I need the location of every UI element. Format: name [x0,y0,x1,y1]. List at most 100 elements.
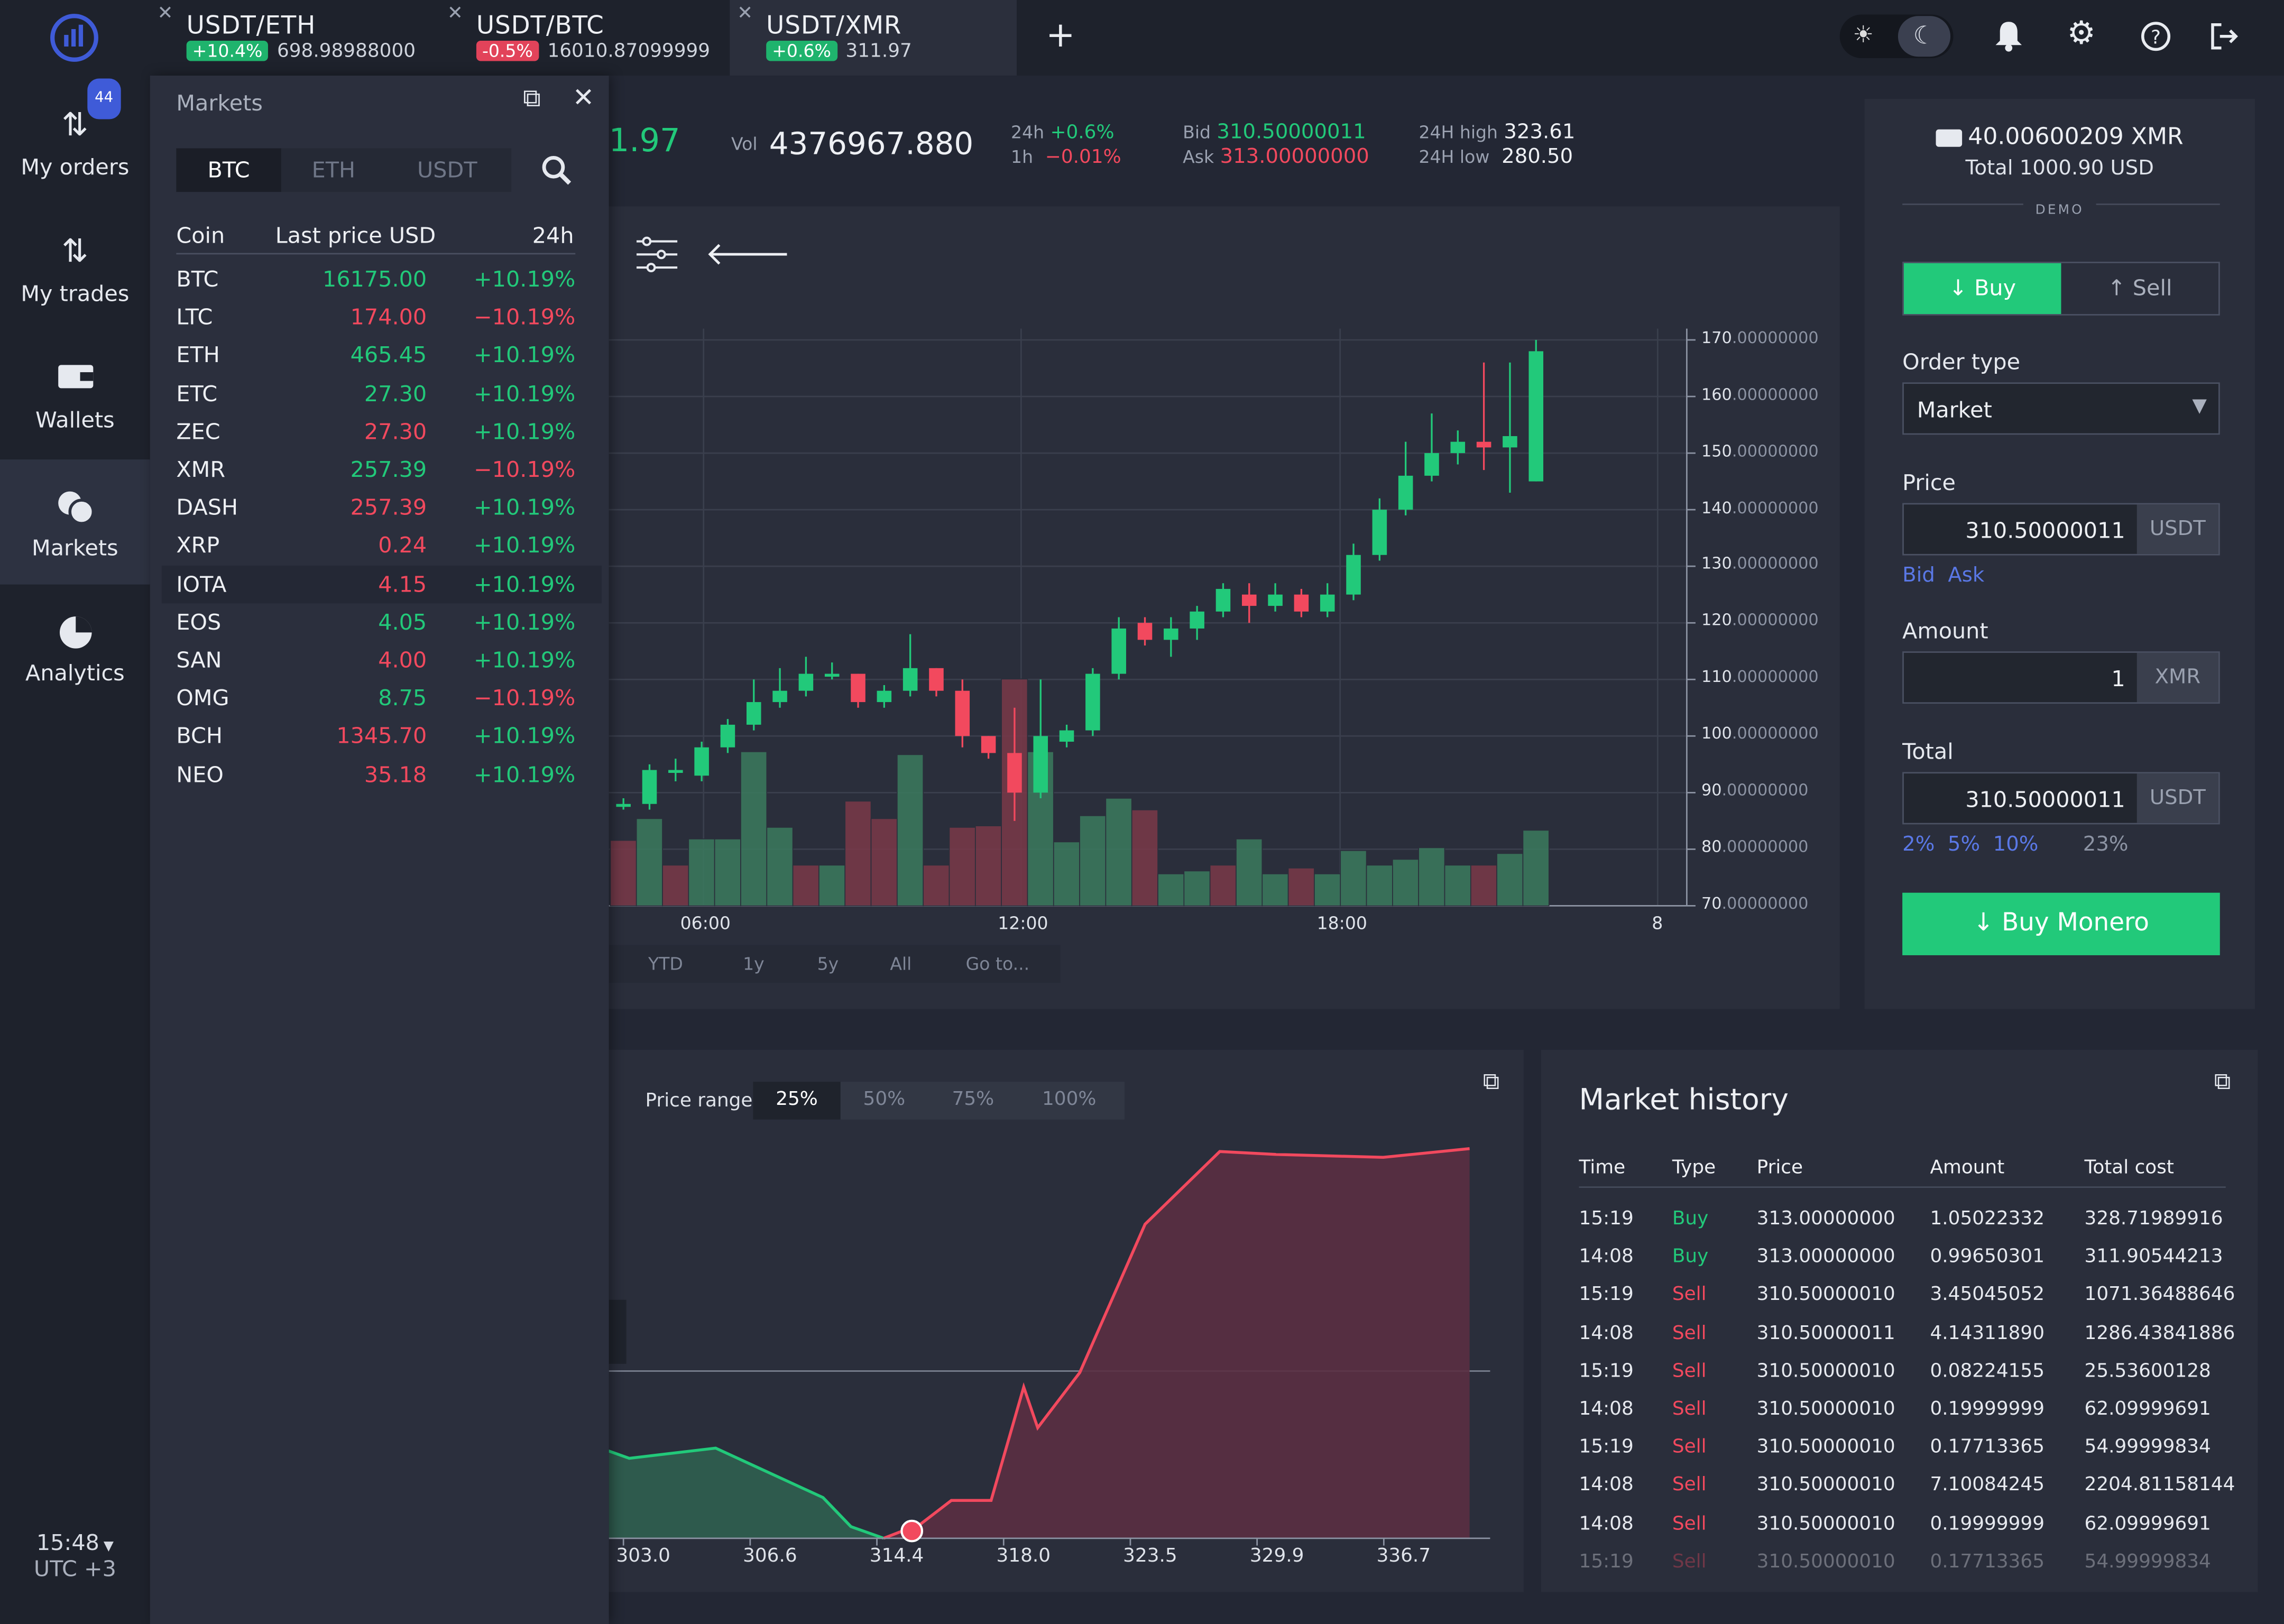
buy-tab[interactable]: ↓ Buy [1903,263,2061,315]
candle[interactable] [1059,730,1074,742]
candle[interactable] [1320,594,1335,612]
candle[interactable] [1476,441,1491,448]
candle[interactable] [1137,623,1153,640]
markets-header-price[interactable]: Last price USD [275,222,436,249]
close-icon[interactable]: ✕ [737,3,753,25]
history-header-cell[interactable]: Total cost [2084,1157,2174,1179]
close-icon[interactable]: ✕ [572,82,595,114]
market-row[interactable]: XRP 0.24 +10.19% [162,527,602,565]
theme-toggle[interactable]: ☀ ☾ [1839,14,1954,59]
market-row[interactable]: OMG 8.75 −10.19% [162,679,602,717]
sidebar-item-markets[interactable]: Markets [0,459,150,585]
history-header-cell[interactable]: Type [1672,1157,1716,1179]
clock[interactable]: 15:48 ▼ UTC +3 [0,1529,150,1582]
popout-icon[interactable]: ⧉ [1482,1067,1500,1095]
order-type-select[interactable]: Market ▼ [1902,382,2220,435]
market-row[interactable]: ETH 465.45 +10.19% [162,336,602,374]
candle[interactable] [772,690,787,703]
candle[interactable] [1424,453,1439,476]
candle[interactable] [1268,594,1283,606]
candle[interactable] [1294,594,1309,612]
bid-link[interactable]: Bid [1902,564,1935,588]
market-row[interactable]: DASH 257.39 +10.19% [162,489,602,527]
close-icon[interactable]: ✕ [447,3,463,25]
markets-tab-btc[interactable]: BTC [176,148,281,192]
candle[interactable] [694,747,709,776]
candle[interactable] [798,673,814,691]
market-row[interactable]: XMR 257.39 −10.19% [162,451,602,489]
candle[interactable] [1450,441,1466,454]
submit-order-button[interactable]: ↓ Buy Monero [1902,892,2220,955]
depth-chart[interactable] [609,1050,1524,1592]
range-goto[interactable]: Go to... [965,954,1030,974]
market-row[interactable]: EOS 4.05 +10.19% [162,603,602,641]
range-all[interactable]: All [890,954,912,974]
market-row[interactable]: LTC 174.00 −10.19% [162,298,602,336]
candle[interactable] [877,690,892,703]
candle[interactable] [668,770,683,773]
candle[interactable] [1398,475,1413,510]
range-1y[interactable]: 1y [743,954,765,974]
popout-icon[interactable]: ⧉ [523,84,541,114]
tab-usdt-xmr[interactable]: ✕ USDT/XMR +0.6% 311.97 [730,0,1017,76]
range-option-50[interactable]: 50% [863,1088,906,1111]
range-option-75[interactable]: 75% [952,1088,994,1111]
candle[interactable] [902,668,918,691]
candle[interactable] [929,668,944,691]
sell-tab[interactable]: ↑ Sell [2107,274,2172,301]
candle[interactable] [1033,736,1048,793]
candle[interactable] [720,724,735,748]
close-icon[interactable]: ✕ [157,3,173,25]
sidebar-item-my-trades[interactable]: ⇅ My trades [0,234,150,359]
popout-icon[interactable]: ⧉ [2214,1067,2231,1095]
sidebar-item-wallets[interactable]: Wallets [0,361,150,486]
candle[interactable] [1241,594,1257,606]
percent-2[interactable]: 2% [1902,833,1935,856]
total-input[interactable]: 310.50000011 USDT [1902,772,2220,825]
markets-header-coin[interactable]: Coin [176,222,225,249]
range-ytd[interactable]: YTD [648,954,683,974]
candle[interactable] [1503,436,1517,448]
tab-usdt-btc[interactable]: ✕ USDT/BTC -0.5% 16010.87099999 [440,0,727,76]
markets-tab-eth[interactable]: ETH [311,157,356,183]
back-arrow-icon[interactable]: 🡐 [705,237,791,274]
help-icon[interactable]: ? [2140,21,2172,60]
history-header-cell[interactable]: Price [1756,1157,1803,1179]
sidebar-item-my-orders[interactable]: ⇅ 44 My orders [0,78,150,233]
market-row[interactable]: ETC 27.30 +10.19% [162,374,602,412]
candle[interactable] [1111,628,1126,674]
mid-price-marker[interactable] [900,1519,924,1543]
candle[interactable] [642,770,657,804]
candle[interactable] [824,673,840,677]
sidebar-item-analytics[interactable]: Analytics [0,614,150,739]
candlestick-chart[interactable] [609,207,1840,1009]
market-row[interactable]: ZEC 27.30 +10.19% [162,413,602,451]
history-header-cell[interactable]: Time [1579,1157,1626,1179]
price-input[interactable]: 310.50000011 USDT [1902,503,2220,556]
indicators-icon[interactable] [635,236,679,280]
market-row[interactable]: BTC 16175.00 +10.19% [162,260,602,298]
ask-link[interactable]: Ask [1948,564,1985,588]
gear-icon[interactable]: ⚙ [2067,16,2096,53]
candle[interactable] [1346,555,1361,595]
candle[interactable] [1164,628,1178,640]
candle[interactable] [746,702,761,725]
tab-usdt-eth[interactable]: ✕ USDT/ETH +10.4% 698.98988000 [150,0,437,76]
amount-input[interactable]: 1 XMR [1902,651,2220,704]
candle[interactable] [1528,351,1544,482]
candle[interactable] [1190,611,1204,629]
market-row[interactable]: SAN 4.00 +10.19% [162,641,602,679]
market-row[interactable]: BCH 1345.70 +10.19% [162,717,602,755]
percent-10[interactable]: 10% [1993,833,2039,856]
candle[interactable] [1085,673,1100,731]
candle[interactable] [1215,588,1231,612]
logout-icon[interactable] [2208,21,2241,60]
candle[interactable] [955,690,970,736]
candle[interactable] [981,736,996,753]
search-icon[interactable] [540,154,573,192]
market-row[interactable]: IOTA 4.15 +10.19% [161,565,602,603]
range-5y[interactable]: 5y [817,954,839,974]
market-row[interactable]: NEO 35.18 +10.19% [162,755,602,793]
history-header-cell[interactable]: Amount [1930,1157,2005,1179]
range-option-25[interactable]: 25% [753,1082,841,1120]
